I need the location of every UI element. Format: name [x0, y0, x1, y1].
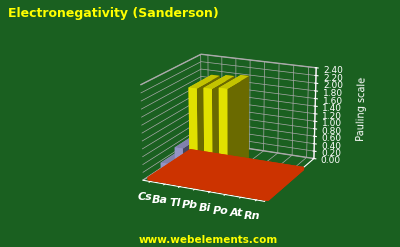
- Text: Electronegativity (Sanderson): Electronegativity (Sanderson): [8, 7, 219, 21]
- Text: www.webelements.com: www.webelements.com: [138, 235, 278, 245]
